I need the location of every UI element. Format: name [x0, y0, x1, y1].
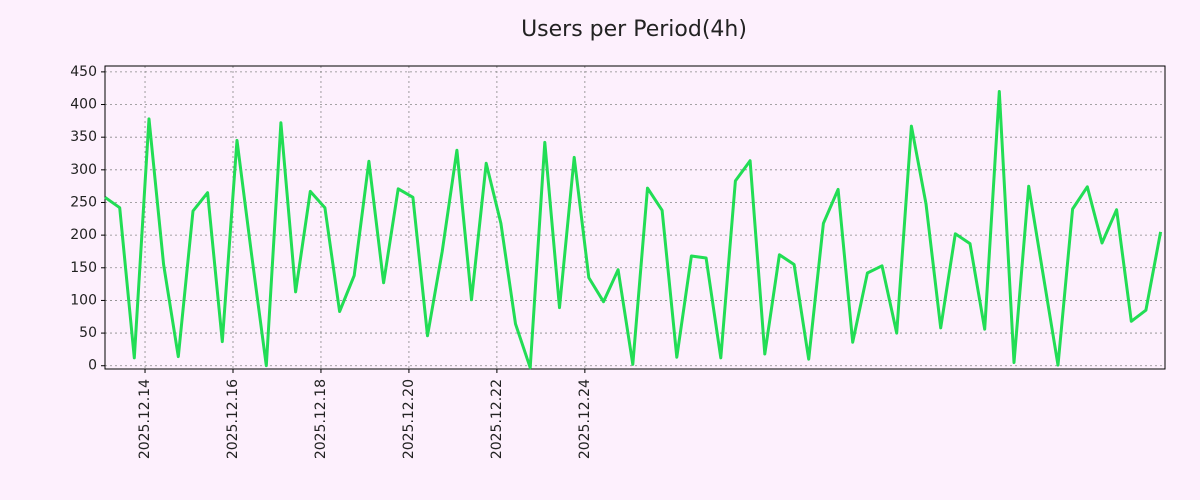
x-tick-label: 2025.12.22	[489, 379, 505, 459]
x-tick-label: 2025.12.24	[577, 379, 593, 459]
y-tick-label: 50	[79, 325, 97, 341]
y-tick-label: 250	[70, 194, 97, 210]
data-line	[104, 90, 1163, 370]
y-tick-label: 200	[70, 227, 97, 243]
plot-frame	[104, 65, 1166, 370]
y-tick-label: 350	[70, 129, 97, 145]
y-tick-label: 0	[88, 358, 97, 374]
x-tick-label: 2025.12.18	[313, 379, 329, 459]
y-tick-label: 400	[70, 97, 97, 113]
y-tick-label: 150	[70, 260, 97, 276]
y-tick-label: 300	[70, 162, 97, 178]
x-tick-label: 2025.12.16	[225, 379, 241, 459]
x-tick-label: 2025.12.14	[137, 379, 153, 459]
x-tick-label: 2025.12.20	[401, 379, 417, 459]
chart-title: Users per Period(4h)	[521, 17, 747, 42]
y-tick-label: 450	[70, 64, 97, 80]
y-tick-label: 100	[70, 292, 97, 308]
